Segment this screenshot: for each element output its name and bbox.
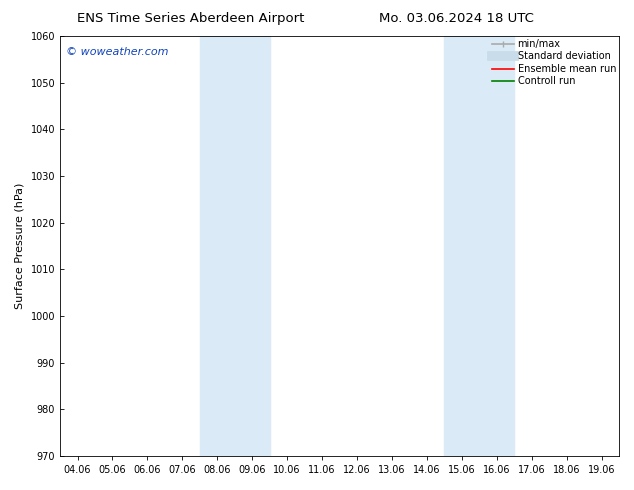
- Y-axis label: Surface Pressure (hPa): Surface Pressure (hPa): [15, 183, 25, 309]
- Text: ENS Time Series Aberdeen Airport: ENS Time Series Aberdeen Airport: [77, 12, 304, 25]
- Bar: [200, 36, 269, 456]
- Text: © woweather.com: © woweather.com: [66, 47, 168, 57]
- Legend: min/max, Standard deviation, Ensemble mean run, Controll run: min/max, Standard deviation, Ensemble me…: [493, 39, 616, 86]
- Bar: [444, 36, 514, 456]
- Text: Mo. 03.06.2024 18 UTC: Mo. 03.06.2024 18 UTC: [379, 12, 534, 25]
